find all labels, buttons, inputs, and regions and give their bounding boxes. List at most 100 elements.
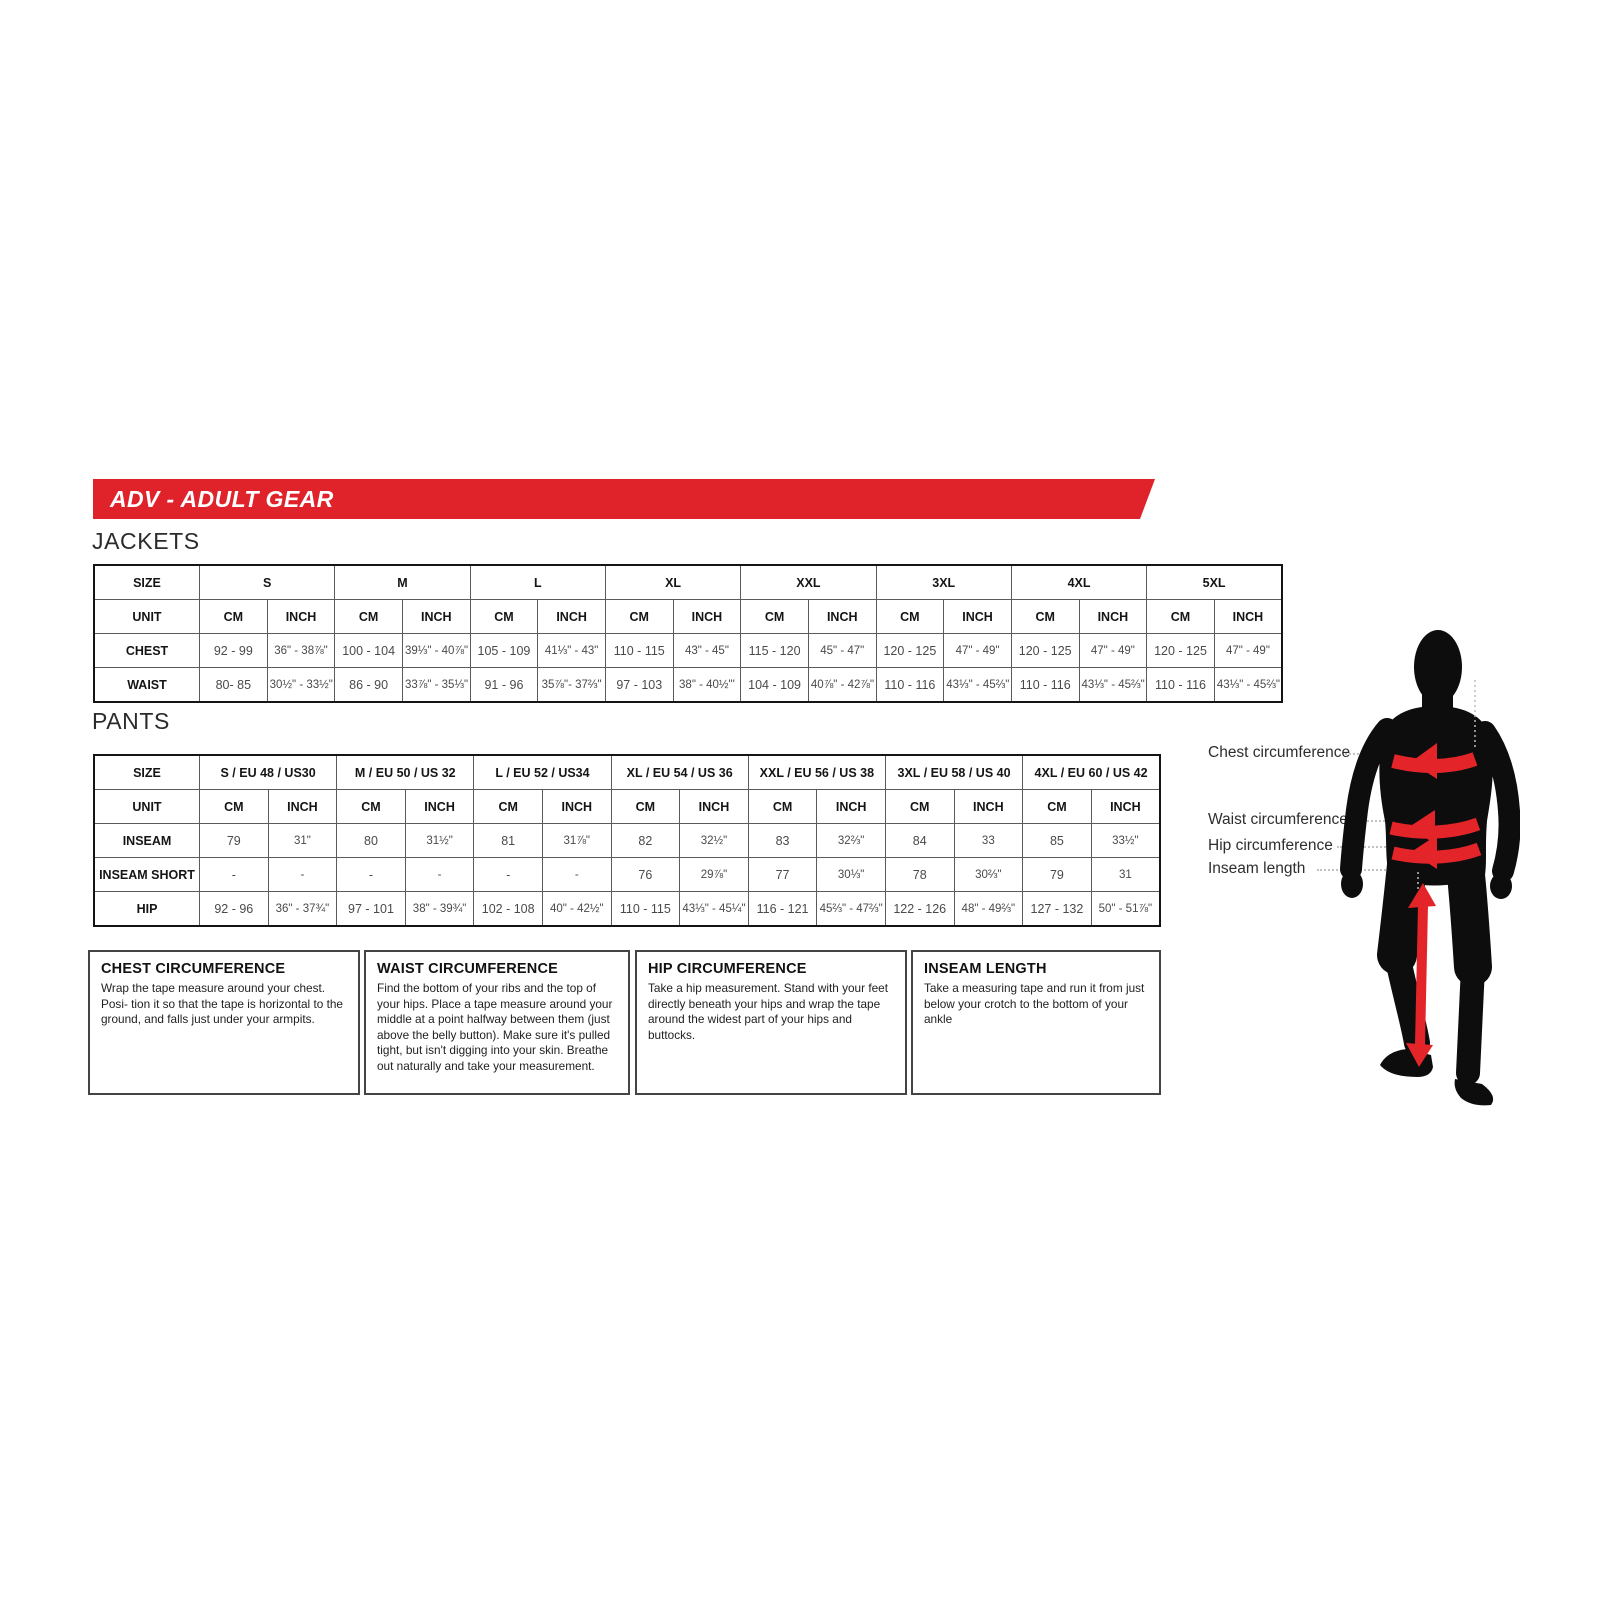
inch-value-cell: 41⅓" - 43": [537, 633, 606, 668]
size-header-cell: 4XL: [1010, 564, 1148, 600]
inch-value-cell: 47" - 49": [1213, 633, 1283, 668]
unit-cm-header-cell: CM: [199, 789, 269, 824]
hip-circumference-info-box: HIP CIRCUMFERENCE Take a hip measurement…: [635, 950, 907, 1095]
cm-value-cell: 115 - 120: [740, 633, 809, 668]
inch-value-cell: 31: [1090, 857, 1161, 892]
banner-title: ADV - ADULT GEAR: [110, 485, 334, 512]
cm-value-cell: 85: [1022, 823, 1092, 858]
cm-value-cell: 82: [610, 823, 681, 858]
body-measurement-figure: [1340, 630, 1520, 1106]
inch-value-cell: 39⅓" - 40⅞": [401, 633, 471, 668]
size-corner-cell: SIZE: [93, 754, 200, 790]
cm-value-cell: 91 - 96: [469, 667, 539, 703]
info-box-body: Take a measuring tape and run it from ju…: [924, 981, 1145, 1027]
unit-inch-header-cell: INCH: [1078, 599, 1148, 634]
row-label-cell: INSEAM: [93, 823, 200, 858]
cm-value-cell: 77: [747, 857, 818, 892]
cm-value-cell: 110 - 116: [1146, 667, 1215, 703]
inch-value-cell: 47" - 49": [1078, 633, 1148, 668]
size-header-cell: XXL: [740, 564, 877, 600]
inch-value-cell: 32⅔": [816, 823, 886, 858]
unit-inch-header-cell: INCH: [267, 789, 338, 824]
cm-value-cell: 80: [336, 823, 406, 858]
info-box-body: Take a hip measurement. Stand with your …: [648, 981, 888, 1042]
size-header-cell: XL / EU 54 / US 36: [610, 754, 749, 790]
size-header-cell: M / EU 50 / US 32: [336, 754, 475, 790]
chest-arrowhead-icon: [1411, 743, 1437, 779]
inch-value-cell: 38" - 39¾": [404, 891, 475, 927]
unit-inch-header-cell: INCH: [401, 599, 471, 634]
unit-cm-header-cell: CM: [604, 599, 674, 634]
cm-value-cell: 97 - 103: [604, 667, 674, 703]
inch-value-cell: 50" - 51⅞": [1090, 891, 1161, 927]
unit-corner-cell: UNIT: [93, 599, 200, 634]
unit-inch-header-cell: INCH: [679, 789, 749, 824]
unit-cm-header-cell: CM: [469, 599, 539, 634]
inch-value-cell: 31⅞": [541, 823, 612, 858]
inch-value-cell: 45⅔" - 47⅔": [816, 891, 886, 927]
inch-value-cell: 43⅓" - 45⅔": [1213, 667, 1283, 703]
unit-cm-header-cell: CM: [740, 599, 809, 634]
cm-value-cell: 127 - 132: [1022, 891, 1092, 927]
inch-value-cell: 31": [267, 823, 338, 858]
pants-section-label: PANTS: [92, 708, 170, 734]
unit-cm-header-cell: CM: [1010, 599, 1080, 634]
cm-value-cell: 84: [884, 823, 955, 858]
size-header-cell: XXL / EU 56 / US 38: [747, 754, 886, 790]
table-row: INSEAM 79 31" 80 31½" 81 31⅞" 82 32½" 83 32⅔" 84 33 8…: [93, 823, 1161, 858]
inch-value-cell: 36" - 37¾": [267, 891, 338, 927]
size-header-cell: 5XL: [1146, 564, 1283, 600]
unit-cm-header-cell: CM: [199, 599, 268, 634]
size-header-cell: L: [469, 564, 606, 600]
measurement-arrows: [1389, 743, 1482, 1067]
waist-circumference-label: Waist circumference: [1208, 811, 1348, 828]
cm-value-cell: 116 - 121: [747, 891, 818, 927]
waist-arrowhead-icon: [1409, 810, 1435, 844]
inch-value-cell: 36" - 38⅞": [266, 633, 336, 668]
cm-value-cell: 110 - 115: [610, 891, 681, 927]
info-box-title: HIP CIRCUMFERENCE: [648, 961, 807, 977]
dotted-guide-lines: [1417, 680, 1476, 892]
chest-circumference-info-box: CHEST CIRCUMFERENCE Wrap the tape measur…: [88, 950, 360, 1095]
row-label-cell: CHEST: [93, 633, 200, 668]
unit-inch-header-cell: INCH: [537, 599, 606, 634]
row-label-cell: WAIST: [93, 667, 200, 703]
cm-value-cell: 83: [747, 823, 818, 858]
table-row: CHEST 92 - 99 36" - 38⅞" 100 - 104 39⅓" - 40…: [93, 633, 1283, 668]
unit-corner-cell: UNIT: [93, 789, 200, 824]
inch-value-cell: 30½" - 33½": [266, 667, 336, 703]
cm-value-cell: 120 - 125: [875, 633, 945, 668]
cm-value-cell: 104 - 109: [740, 667, 809, 703]
unit-cm-header-cell: CM: [1146, 599, 1215, 634]
size-header-cell: L / EU 52 / US34: [473, 754, 612, 790]
inch-value-cell: 38" - 40½"': [672, 667, 742, 703]
unit-cm-header-cell: CM: [473, 789, 543, 824]
inch-value-cell: 32½": [679, 823, 749, 858]
unit-inch-header-cell: INCH: [1213, 599, 1283, 634]
cm-value-cell: 102 - 108: [473, 891, 543, 927]
inseam-arrow-icon: [1415, 904, 1428, 1046]
inch-value-cell: 40" - 42½": [541, 891, 612, 927]
table-row: WAIST 80- 85 30½" - 33½" 86 - 90 33⅞" - 35⅓"…: [93, 667, 1283, 703]
size-header-cell: XL: [604, 564, 742, 600]
hip-arrow-icon: [1391, 842, 1482, 864]
row-label-cell: INSEAM SHORT: [93, 857, 200, 892]
waist-arrow-icon: [1389, 817, 1481, 839]
inch-value-cell: 45" - 47": [807, 633, 877, 668]
cm-value-cell: 105 - 109: [469, 633, 539, 668]
inch-value-cell: 48" - 49⅔": [953, 891, 1024, 927]
cm-value-cell: 78: [884, 857, 955, 892]
inch-value-cell: 30⅔": [953, 857, 1024, 892]
cm-value-cell: 80- 85: [199, 667, 268, 703]
info-box-body: Wrap the tape measure around your chest.…: [101, 981, 343, 1027]
unit-inch-header-cell: INCH: [541, 789, 612, 824]
inseam-arrowhead-bottom-icon: [1406, 1043, 1433, 1067]
inch-value-cell: 33½": [1090, 823, 1161, 858]
cm-value-cell: 92 - 96: [199, 891, 269, 927]
cm-value-cell: 92 - 99: [199, 633, 268, 668]
size-header-cell: S / EU 48 / US30: [198, 754, 338, 790]
info-box-title: WAIST CIRCUMFERENCE: [377, 961, 559, 977]
inch-value-cell: 43⅓" - 45⅔": [943, 667, 1012, 703]
jackets-section-label: JACKETS: [92, 528, 200, 554]
inch-value-cell: 43" - 45": [672, 633, 742, 668]
